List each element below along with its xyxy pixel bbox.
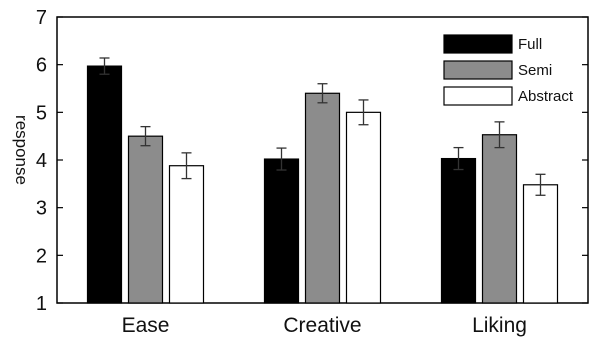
bar-semi-liking [481, 134, 518, 304]
y-tick-label: 3 [36, 198, 47, 220]
bar-semi-creative [304, 92, 341, 304]
y-tick-label: 1 [36, 293, 47, 315]
legend-swatch-full [443, 34, 513, 54]
bar-abstract-ease [168, 165, 205, 304]
x-category-label: Creative [283, 314, 361, 337]
bar-semi-ease [127, 135, 164, 304]
y-tick-group: 1 2 3 4 5 6 7 [36, 7, 588, 315]
bar-full-liking [440, 157, 477, 304]
legend-label-semi: Semi [518, 62, 552, 79]
bar-full-ease [86, 65, 123, 304]
legend-label-full: Full [518, 36, 542, 53]
bar-full-creative [263, 158, 300, 304]
y-tick-label: 7 [36, 7, 47, 29]
y-tick-label: 5 [36, 102, 47, 124]
bar-group [86, 65, 559, 304]
bar-abstract-liking [522, 184, 559, 304]
x-category-group: Ease Creative Liking [122, 314, 527, 337]
y-tick-label: 4 [36, 150, 47, 172]
legend-swatch-abstract [443, 86, 513, 106]
errorbar-group [99, 57, 546, 196]
legend: Full Semi Abstract [443, 34, 574, 106]
legend-swatch-semi [443, 60, 513, 80]
y-tick-label: 6 [36, 55, 47, 77]
x-category-label: Liking [472, 314, 527, 337]
legend-label-abstract: Abstract [518, 88, 574, 105]
x-category-label: Ease [122, 314, 170, 337]
y-axis-label: response [12, 115, 31, 185]
bar-abstract-creative [345, 111, 382, 304]
y-tick-label: 2 [36, 245, 47, 267]
